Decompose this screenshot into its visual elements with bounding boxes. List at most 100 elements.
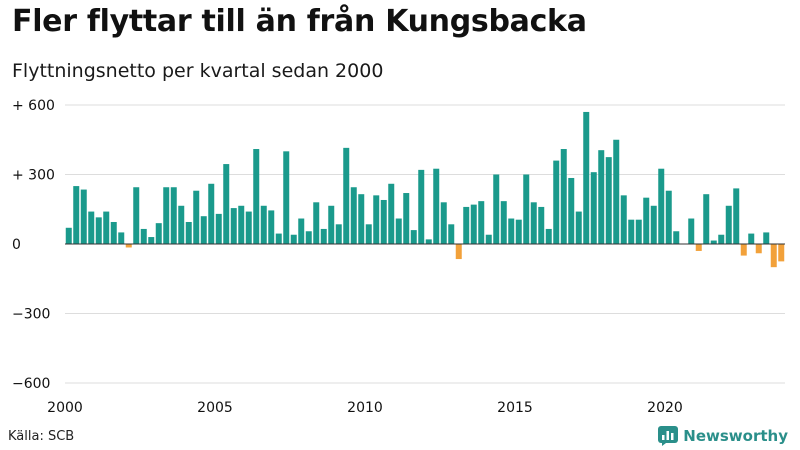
bar — [283, 151, 290, 244]
y-tick-label: −600 — [12, 376, 50, 392]
source-label: Källa: SCB — [8, 429, 75, 444]
bar — [418, 169, 425, 244]
bar — [395, 218, 402, 244]
bar — [748, 233, 755, 244]
bar — [425, 239, 432, 244]
bar — [755, 244, 762, 254]
bar — [253, 149, 260, 244]
bar — [305, 231, 312, 244]
bar — [380, 199, 387, 244]
bar — [500, 201, 507, 244]
bar — [118, 232, 125, 244]
bar — [350, 187, 357, 244]
bar — [358, 194, 365, 244]
bar — [583, 111, 590, 244]
bar — [770, 244, 777, 268]
bar — [208, 183, 215, 244]
bar — [575, 211, 582, 244]
bar — [463, 206, 470, 244]
bar — [598, 150, 605, 244]
bar — [343, 147, 350, 244]
bar — [470, 204, 477, 244]
x-tick-label: 2000 — [47, 400, 83, 416]
bar — [448, 224, 455, 244]
bar — [73, 186, 80, 244]
bar — [440, 202, 447, 244]
bar — [718, 234, 725, 244]
bar — [703, 194, 710, 244]
bar — [673, 231, 680, 244]
bar — [215, 213, 222, 244]
bar — [493, 174, 500, 244]
bar — [170, 187, 177, 244]
bar — [103, 211, 110, 244]
bar — [290, 234, 297, 244]
bar — [238, 205, 245, 244]
bar — [568, 177, 575, 244]
bar — [275, 233, 282, 244]
bar — [590, 172, 597, 244]
x-tick-label: 2010 — [347, 400, 383, 416]
bar — [268, 210, 275, 244]
bar — [313, 202, 320, 244]
bar — [688, 218, 695, 244]
brand-label: Newsworthy — [683, 427, 788, 445]
bar — [530, 202, 537, 244]
brand-logo[interactable]: Newsworthy — [658, 426, 788, 446]
bar — [620, 195, 627, 244]
bar — [553, 160, 560, 244]
bar — [410, 230, 417, 244]
bar — [148, 237, 155, 244]
bar — [80, 189, 87, 244]
x-tick-label: 2005 — [197, 400, 233, 416]
bar — [335, 224, 342, 244]
bar — [725, 205, 732, 244]
bar — [110, 221, 117, 244]
bar — [245, 211, 252, 244]
y-tick-label: + 300 — [12, 168, 55, 184]
bar — [560, 149, 567, 244]
bar — [230, 208, 237, 244]
bar — [373, 195, 380, 244]
bar — [433, 168, 440, 244]
bar — [155, 223, 162, 244]
x-tick-label: 2020 — [647, 400, 683, 416]
bar — [403, 193, 410, 244]
bar — [710, 240, 717, 244]
bar — [508, 218, 515, 244]
y-tick-label: 0 — [12, 237, 21, 253]
bar — [478, 201, 485, 244]
bar — [133, 187, 140, 244]
bar — [763, 232, 770, 244]
bar — [515, 219, 522, 244]
bar — [95, 217, 102, 244]
y-tick-label: + 600 — [12, 98, 55, 114]
bar — [200, 216, 207, 244]
bar — [88, 211, 95, 244]
bar — [320, 228, 327, 244]
bar — [455, 244, 462, 260]
bar — [523, 174, 530, 244]
bar — [163, 187, 170, 244]
newsworthy-logo-icon — [658, 426, 679, 446]
bar — [658, 168, 665, 244]
chart-title: Fler flyttar till än från Kungsbacka — [12, 4, 587, 39]
bar — [388, 183, 395, 244]
bar — [193, 190, 200, 244]
chart-subtitle: Flyttningsnetto per kvartal sedan 2000 — [12, 60, 384, 82]
bar — [545, 228, 552, 244]
bar — [485, 234, 492, 244]
bar — [538, 206, 545, 244]
x-tick-label: 2015 — [497, 400, 533, 416]
bar — [260, 205, 267, 244]
bar — [140, 228, 147, 244]
y-tick-label: −300 — [12, 307, 50, 323]
bar — [185, 221, 192, 244]
bar — [365, 224, 372, 244]
bar — [650, 205, 657, 244]
bar — [178, 205, 185, 244]
bar — [125, 244, 132, 248]
bar — [628, 219, 635, 244]
bar — [65, 227, 72, 244]
